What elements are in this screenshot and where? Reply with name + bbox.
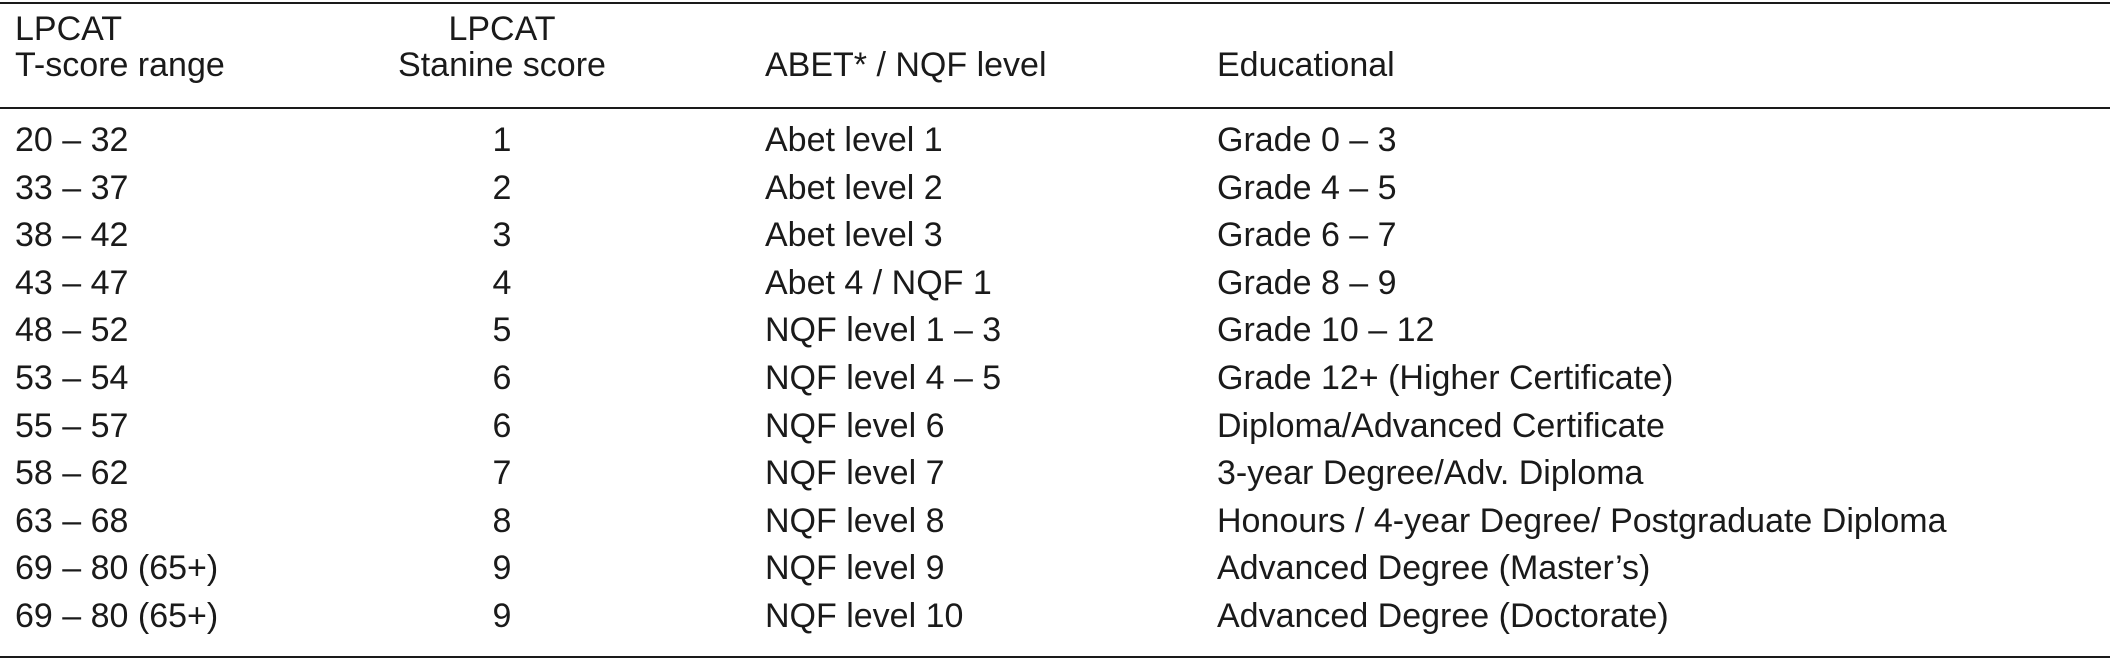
cell-educational: Grade 8 – 9 bbox=[1217, 263, 1397, 302]
table-row: 58 – 62 7 NQF level 7 3-year Degree/Adv. Di… bbox=[0, 450, 2110, 498]
cell-level: Abet level 1 bbox=[765, 121, 943, 159]
cell-stanine: 4 bbox=[492, 263, 512, 302]
table-row: 63 – 68 8 NQF level 8 Honours / 4-year Degr… bbox=[0, 498, 2110, 546]
cell-tscore: 53 – 54 bbox=[15, 358, 129, 397]
cell-tscore: 33 – 37 bbox=[15, 168, 129, 207]
cell-level: NQF level 9 bbox=[765, 549, 945, 588]
header-tscore-line1: LPCAT bbox=[15, 10, 123, 48]
cell-tscore: 38 – 42 bbox=[15, 216, 129, 255]
cell-tscore: 58 – 62 bbox=[15, 454, 129, 493]
table-row: 69 – 80 (65+) 9 NQF level 9 Advanced Degree… bbox=[0, 545, 2110, 593]
table-row: 43 – 47 4 Abet 4 / NQF 1 Grade 8 – 9 bbox=[0, 260, 2110, 308]
cell-level: Abet level 2 bbox=[765, 168, 943, 207]
table-row: 38 – 42 3 Abet level 3 Grade 6 – 7 bbox=[0, 212, 2110, 260]
table-row: 55 – 57 6 NQF level 6 Diploma/Advanced Cert… bbox=[0, 403, 2110, 451]
cell-educational: 3-year Degree/Adv. Diploma bbox=[1217, 454, 1644, 493]
cell-educational: Grade 12+ (Higher Certificate) bbox=[1217, 358, 1674, 397]
cell-stanine: 5 bbox=[492, 311, 512, 350]
cell-level: NQF level 4 – 5 bbox=[765, 358, 1002, 397]
cell-stanine: 6 bbox=[492, 406, 512, 445]
header-stanine: LPCAT Stanine score bbox=[387, 11, 617, 83]
header-tscore: LPCAT T-score range bbox=[15, 11, 225, 83]
cell-educational: Diploma/Advanced Certificate bbox=[1217, 406, 1665, 445]
table-top-rule bbox=[0, 2, 2110, 4]
cell-tscore: 20 – 32 bbox=[15, 121, 129, 159]
cell-educational: Grade 0 – 3 bbox=[1217, 121, 1397, 159]
cell-stanine: 9 bbox=[492, 596, 512, 635]
cell-tscore: 43 – 47 bbox=[15, 263, 129, 302]
cell-level: Abet level 3 bbox=[765, 216, 943, 255]
table-bottom-rule bbox=[0, 656, 2110, 658]
cell-educational: Grade 4 – 5 bbox=[1217, 168, 1397, 207]
cell-stanine: 3 bbox=[492, 216, 512, 255]
cell-educational: Advanced Degree (Doctorate) bbox=[1217, 596, 1669, 635]
cell-stanine: 7 bbox=[492, 454, 512, 493]
header-stanine-line2: Stanine score bbox=[398, 46, 606, 84]
cell-level: NQF level 7 bbox=[765, 454, 945, 493]
table-header-rule bbox=[0, 107, 2110, 109]
cell-educational: Honours / 4-year Degree/ Postgraduate Di… bbox=[1217, 501, 1947, 540]
cell-level: NQF level 1 – 3 bbox=[765, 311, 1002, 350]
cell-level: NQF level 10 bbox=[765, 596, 964, 635]
table-row: 69 – 80 (65+) 9 NQF level 10 Advanced Degre… bbox=[0, 593, 2110, 641]
table-row: 20 – 32 1 Abet level 1 Grade 0 – 3 bbox=[0, 117, 2110, 165]
cell-educational: Advanced Degree (Master’s) bbox=[1217, 549, 1651, 588]
cell-stanine: 1 bbox=[492, 121, 512, 159]
table-row: 53 – 54 6 NQF level 4 – 5 Grade 12+ (Higher… bbox=[0, 355, 2110, 403]
cell-educational: Grade 10 – 12 bbox=[1217, 311, 1435, 350]
cell-tscore: 69 – 80 (65+) bbox=[15, 596, 219, 635]
cell-level: NQF level 6 bbox=[765, 406, 945, 445]
cell-level: Abet 4 / NQF 1 bbox=[765, 263, 992, 302]
cell-stanine: 6 bbox=[492, 358, 512, 397]
cell-stanine: 8 bbox=[492, 501, 512, 540]
cell-stanine: 2 bbox=[492, 168, 512, 207]
cell-educational: Grade 6 – 7 bbox=[1217, 216, 1397, 255]
header-tscore-line2: T-score range bbox=[15, 46, 225, 84]
cell-level: NQF level 8 bbox=[765, 501, 945, 540]
table-body: 20 – 32 1 Abet level 1 Grade 0 – 3 33 – 37 2 A… bbox=[0, 117, 2110, 641]
header-educational: Educational bbox=[1217, 46, 1395, 84]
table-row: 33 – 37 2 Abet level 2 Grade 4 – 5 bbox=[0, 165, 2110, 213]
cell-tscore: 69 – 80 (65+) bbox=[15, 549, 219, 588]
table-row: 48 – 52 5 NQF level 1 – 3 Grade 10 – 12 bbox=[0, 307, 2110, 355]
cell-stanine: 9 bbox=[492, 549, 512, 588]
header-level: ABET* / NQF level bbox=[765, 46, 1047, 84]
cell-tscore: 48 – 52 bbox=[15, 311, 129, 350]
cell-tscore: 55 – 57 bbox=[15, 406, 129, 445]
cell-tscore: 63 – 68 bbox=[15, 501, 129, 540]
header-stanine-line1: LPCAT bbox=[448, 10, 556, 48]
